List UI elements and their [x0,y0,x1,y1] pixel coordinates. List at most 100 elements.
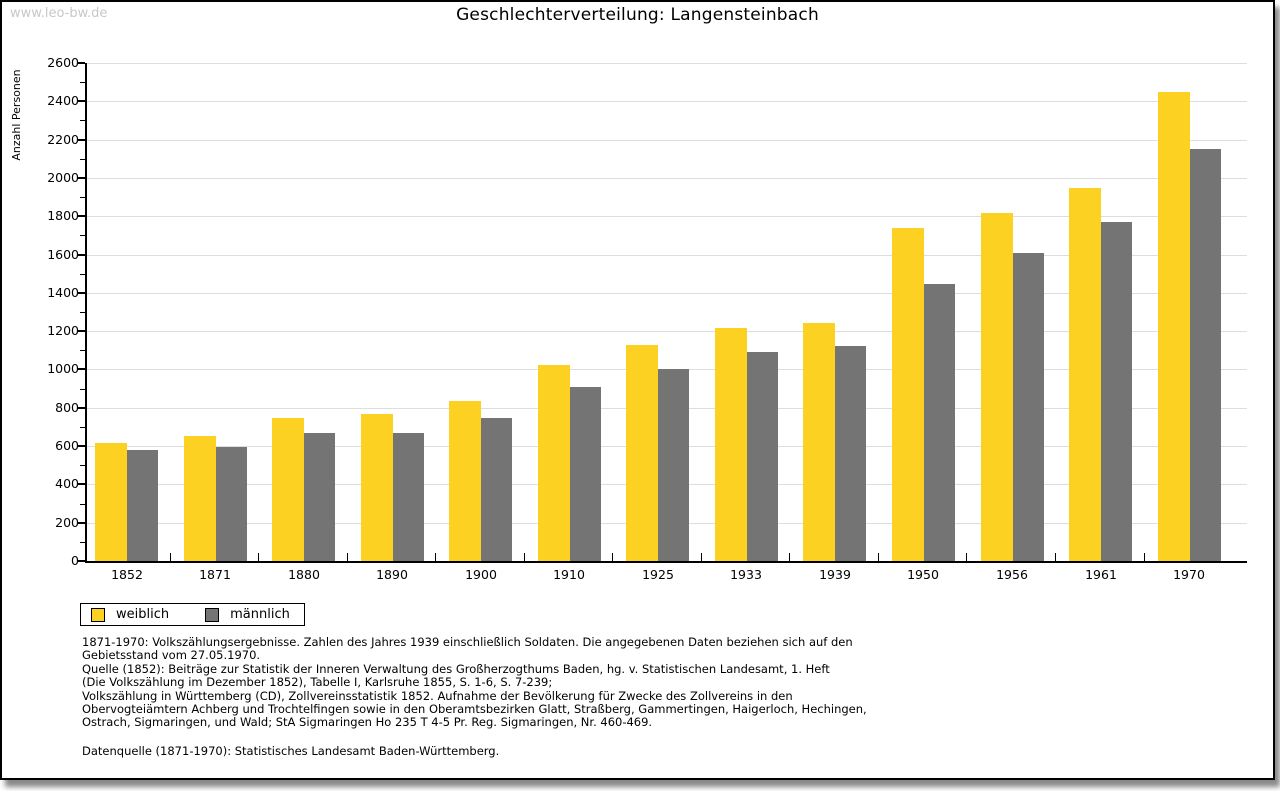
y-tick-major [78,254,85,256]
y-tick-label-800: 800 [55,400,79,415]
gridline-1800 [85,216,1247,217]
y-tick-minor [80,504,85,505]
footnote-line-3: Quelle (1852): Beiträge zur Statistik de… [82,661,830,676]
bar-weiblich-1852 [95,443,127,561]
x-tick-boundary [878,553,879,561]
x-tick-label-1961: 1961 [1085,567,1117,582]
legend-label-männlich: männlich [230,607,290,622]
gridline-2600 [85,63,1247,64]
x-tick-label-1970: 1970 [1173,567,1205,582]
legend-swatch-weiblich [91,607,105,622]
x-tick-boundary [966,553,967,561]
y-tick-minor [80,82,85,83]
y-tick-minor [80,235,85,236]
bar-männlich-1950 [924,284,955,561]
y-tick-minor [80,542,85,543]
y-tick-label-2000: 2000 [47,170,79,185]
y-tick-label-1600: 1600 [47,247,79,262]
y-tick-label-1200: 1200 [47,323,79,338]
bar-männlich-1956 [1013,253,1044,561]
footnotes: 1871-1970: Volkszählungsergebnisse. Zahl… [82,635,867,730]
y-tick-label-1800: 1800 [47,208,79,223]
footnote-line-5: Volkszählung in Württemberg (CD), Zollve… [82,688,793,703]
y-tick-minor [80,159,85,160]
y-tick-minor [80,274,85,275]
y-tick-major [78,139,85,141]
y-tick-major [78,522,85,524]
legend-item-weiblich: weiblich [91,607,169,622]
chart-title: Geschlechterverteilung: Langensteinbach [456,5,819,25]
x-tick-label-1925: 1925 [642,567,674,582]
x-tick-boundary [789,553,790,561]
gridline-1400 [85,293,1247,294]
y-tick-major [78,100,85,102]
y-tick-minor [80,120,85,121]
bar-männlich-1961 [1101,222,1132,561]
gridline-1200 [85,331,1247,332]
y-tick-label-200: 200 [55,515,79,530]
x-tick-boundary [612,553,613,561]
x-tick-boundary [347,553,348,561]
y-tick-label-2200: 2200 [47,132,79,147]
y-tick-major [78,445,85,447]
y-axis-ticks: 0 200 400 600 800 1000 1200 1400 1600 1800 2000 220… [2,2,1273,778]
gridline-1600 [85,255,1247,256]
x-axis-line [85,561,1247,563]
legend: weiblich männlich [80,603,305,626]
y-axis-line [85,63,87,563]
y-tick-label-400: 400 [55,476,79,491]
y-tick-label-0: 0 [71,553,79,568]
footnote-line-2: Gebietsstand vom 27.05.1970. [82,648,261,663]
datasource-note: Datenquelle (1871-1970): Statistisches L… [82,744,500,758]
bar-männlich-1910 [570,387,601,561]
bar-männlich-1880 [304,433,335,561]
gridline-2200 [85,140,1247,141]
y-tick-major [78,407,85,409]
y-tick-major [78,368,85,370]
y-tick-minor [80,389,85,390]
bar-weiblich-1933 [715,328,747,561]
bar-männlich-1925 [658,369,689,561]
y-tick-minor [80,350,85,351]
bar-weiblich-1925 [626,345,658,561]
bar-männlich-1852 [127,450,158,561]
bar-weiblich-1890 [361,414,393,561]
bar-weiblich-1880 [272,418,304,561]
bar-männlich-1900 [481,418,512,561]
bar-männlich-1939 [835,346,866,561]
legend-label-weiblich: weiblich [116,607,170,622]
y-tick-major [78,560,85,562]
footnote-line-4: (Die Volkszählung im Dezember 1852), Tab… [82,675,553,690]
x-tick-label-1890: 1890 [376,567,408,582]
x-tick-boundary [1055,553,1056,561]
bar-weiblich-1970 [1158,92,1190,561]
x-tick-boundary [170,553,171,561]
gridline-2400 [85,101,1247,102]
x-tick-label-1933: 1933 [730,567,762,582]
x-tick-boundary [435,553,436,561]
x-tick-boundary [1144,553,1145,561]
x-tick-label-1910: 1910 [553,567,585,582]
bar-weiblich-1939 [803,323,835,561]
bar-weiblich-1910 [538,365,570,561]
y-tick-minor [80,465,85,466]
x-tick-boundary [701,553,702,561]
y-tick-minor [80,312,85,313]
y-tick-minor [80,197,85,198]
legend-swatch-männlich [205,607,220,622]
y-tick-major [78,62,85,64]
x-tick-boundary [524,553,525,561]
x-tick-label-1950: 1950 [907,567,939,582]
y-tick-major [78,330,85,332]
bar-weiblich-1871 [184,436,216,561]
bar-männlich-1890 [393,433,424,561]
bar-weiblich-1956 [981,213,1013,561]
footnote-line-1: 1871-1970: Volkszählungsergebnisse. Zahl… [82,635,853,649]
bar-männlich-1871 [216,447,247,561]
y-tick-label-600: 600 [55,438,79,453]
y-tick-major [78,292,85,294]
x-tick-label-1956: 1956 [996,567,1028,582]
y-tick-label-1400: 1400 [47,285,79,300]
x-tick-boundary [258,553,259,561]
